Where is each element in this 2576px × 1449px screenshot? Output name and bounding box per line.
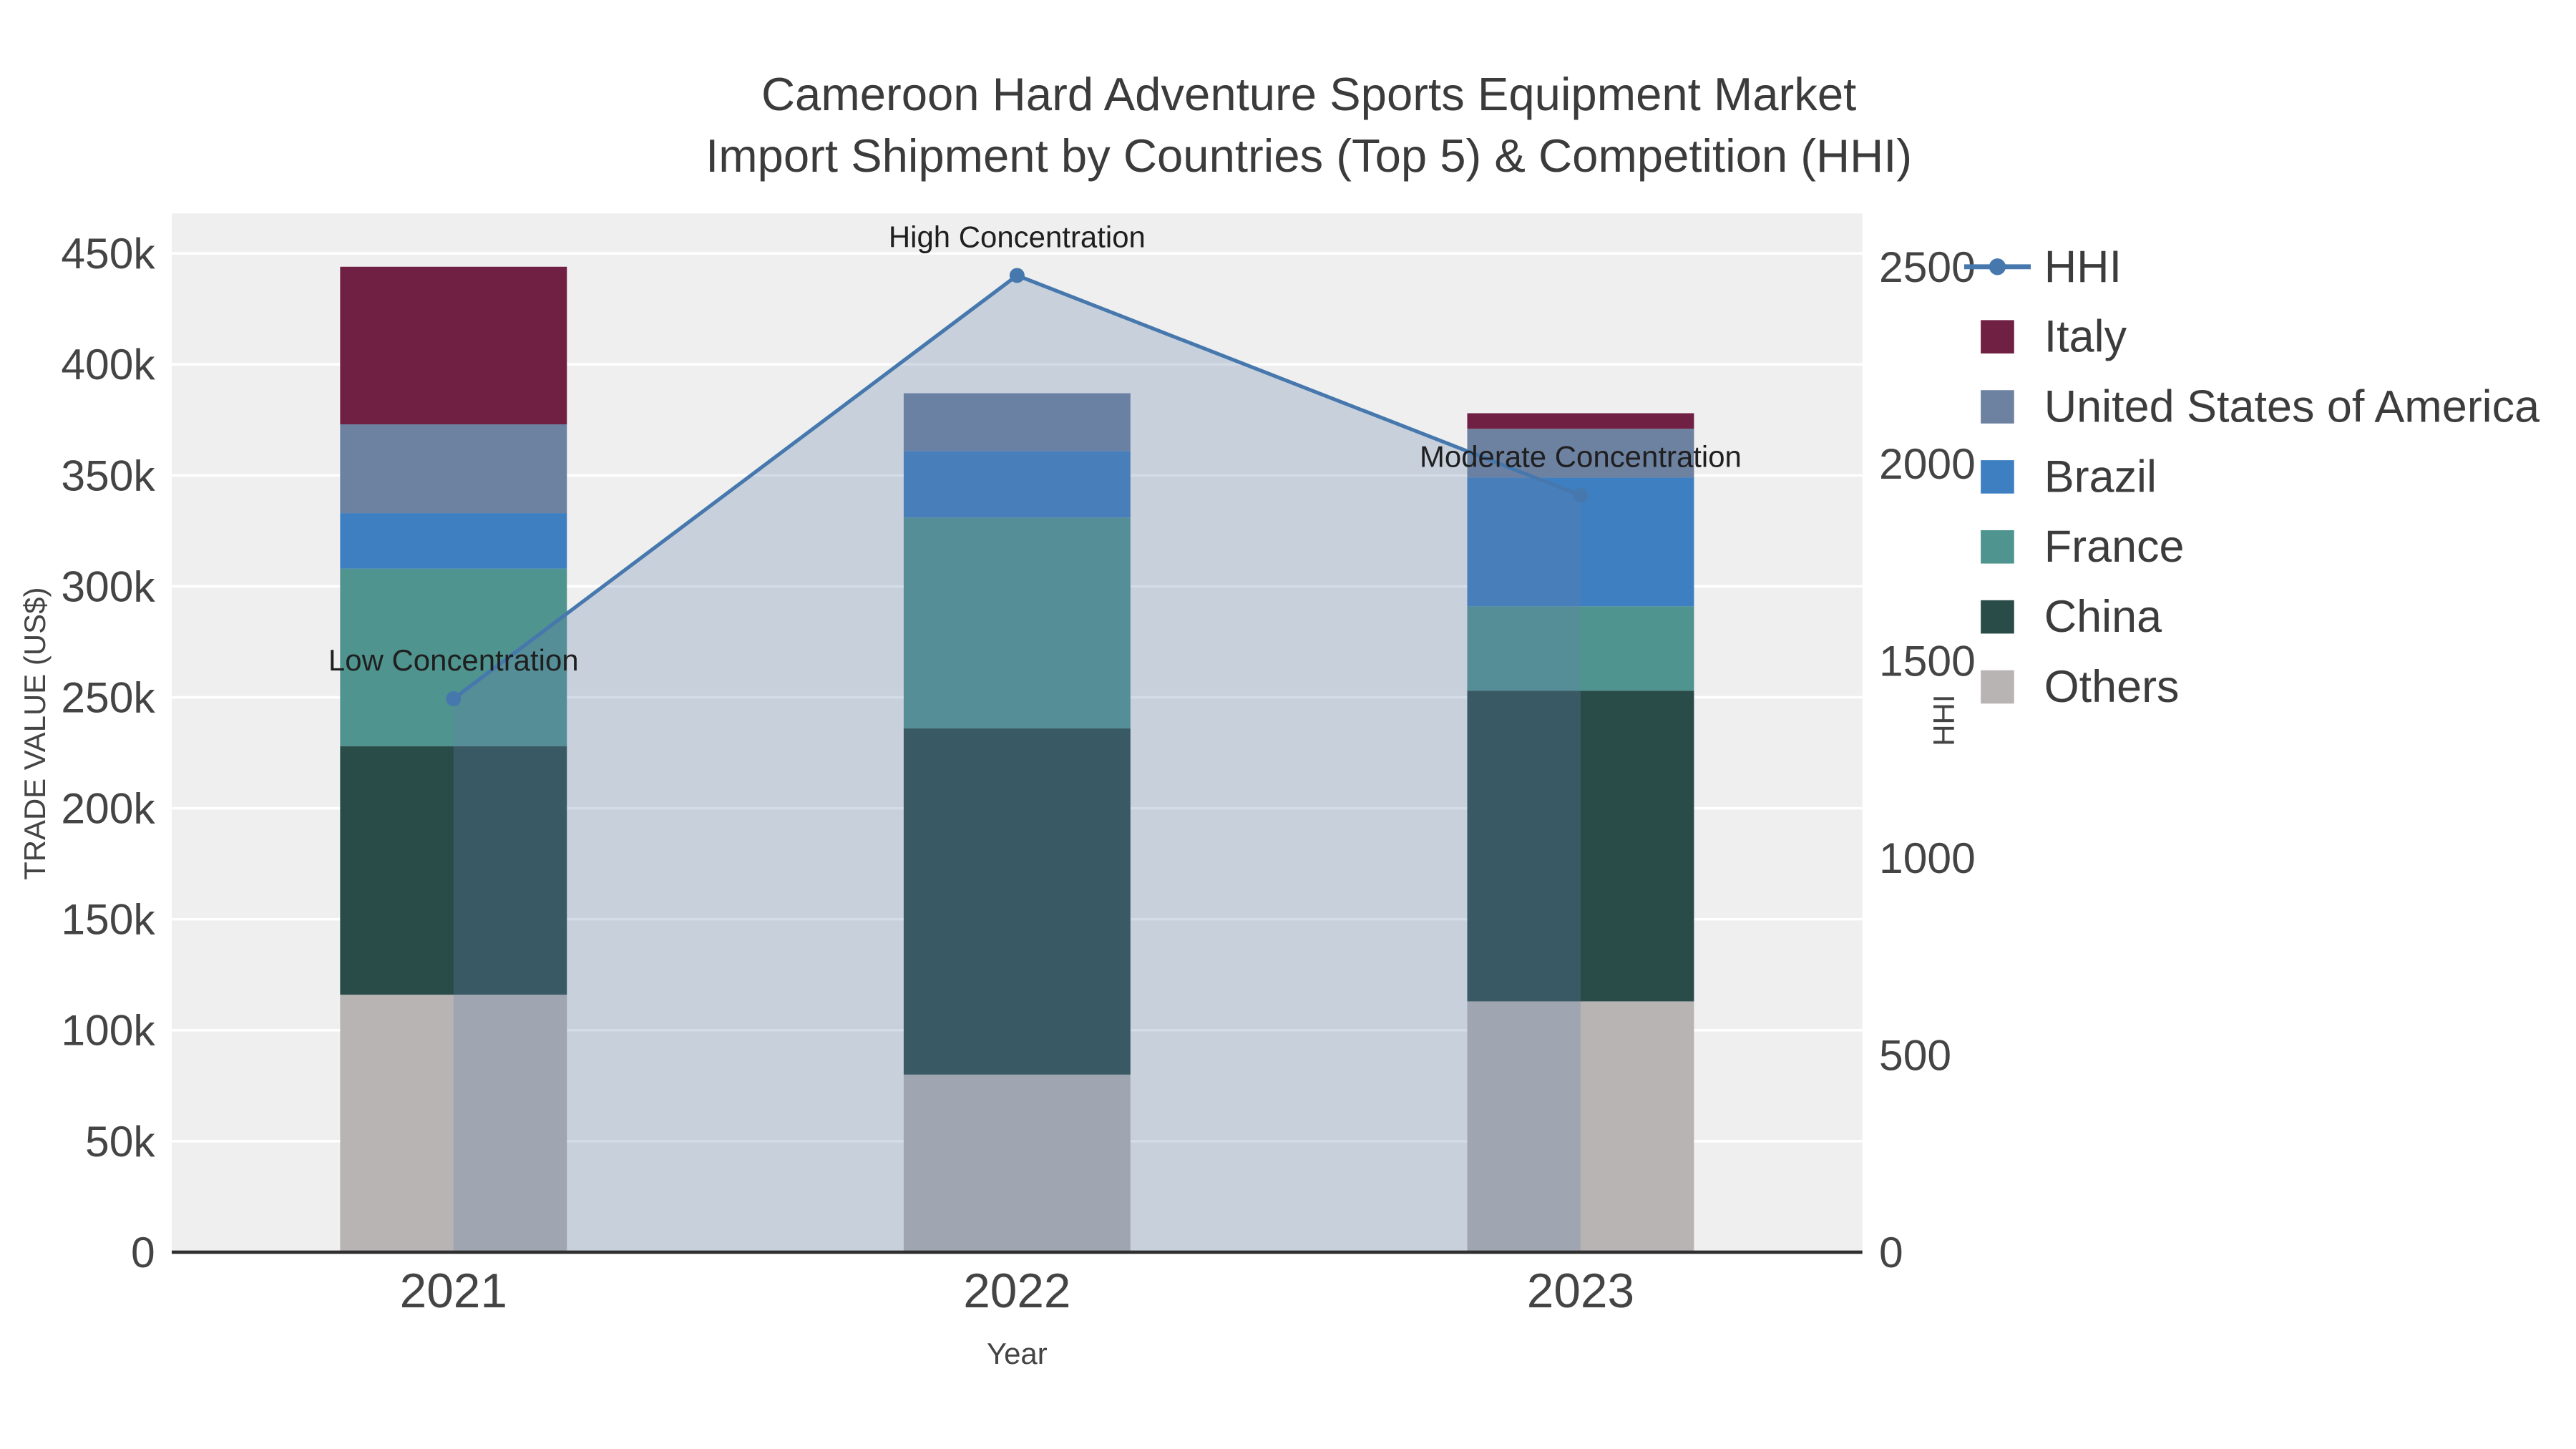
legend-item-china[interactable]: China xyxy=(1964,582,2540,652)
y-left-tick-label: 450k xyxy=(61,229,155,278)
y-left-axis-title: TRADE VALUE (US$) xyxy=(18,587,52,880)
legend-label: United States of America xyxy=(2044,381,2540,431)
hhi-marker-2021 xyxy=(446,691,462,707)
x-tick-label: 2022 xyxy=(963,1264,1070,1318)
y-left-tick-label: 350k xyxy=(61,451,155,499)
legend-item-france[interactable]: France xyxy=(1964,512,2540,582)
y-right-tick-label: 1500 xyxy=(1879,637,1976,686)
legend-color-swatch-icon xyxy=(1981,670,2014,704)
bar-segment-france-2023 xyxy=(1467,606,1694,691)
y-left-tick-label: 100k xyxy=(61,1006,155,1055)
bar-segment-brazil-2022 xyxy=(903,451,1131,518)
bar-segment-others-2022 xyxy=(903,1074,1131,1252)
legend-color-swatch-icon xyxy=(1981,320,2014,353)
legend-item-brazil[interactable]: Brazil xyxy=(1964,441,2540,512)
bar-segment-china-2022 xyxy=(903,728,1131,1075)
legend-line-swatch-icon xyxy=(1963,258,2031,275)
bar-segment-others-2023 xyxy=(1467,1001,1694,1252)
bar-segment-china-2023 xyxy=(1467,691,1694,1002)
legend-label: China xyxy=(2044,591,2162,641)
legend-color-swatch-icon xyxy=(1981,460,2014,494)
y-right-tick-label: 0 xyxy=(1879,1228,1903,1277)
legend-item-others[interactable]: Others xyxy=(1964,652,2540,722)
bar-segment-others-2021 xyxy=(340,995,567,1252)
y-left-tick-label: 200k xyxy=(61,784,155,833)
bar-segment-france-2021 xyxy=(340,568,567,746)
y-left-tick-label: 250k xyxy=(61,673,155,721)
bar-segment-china-2021 xyxy=(340,746,567,995)
y-left-tick-label: 0 xyxy=(131,1228,155,1277)
legend-label: HHI xyxy=(2044,240,2122,291)
legend-label: Italy xyxy=(2044,311,2127,361)
legend-color-swatch-icon xyxy=(1981,530,2014,564)
bar-segment-united-states-of-america-2022 xyxy=(903,393,1131,452)
y-right-tick-label: 1000 xyxy=(1879,834,1976,882)
bar-segment-italy-2023 xyxy=(1467,413,1694,429)
y-left-tick-label: 150k xyxy=(61,895,155,944)
legend-label: France xyxy=(2044,521,2185,572)
x-tick-label: 2023 xyxy=(1527,1264,1634,1318)
y-right-tick-label: 2500 xyxy=(1879,243,1976,291)
bar-segment-united-states-of-america-2021 xyxy=(340,424,567,514)
x-tick-label: 2021 xyxy=(400,1264,507,1318)
bar-segment-united-states-of-america-2023 xyxy=(1467,429,1694,478)
legend-color-swatch-icon xyxy=(1981,600,2014,634)
y-left-tick-label: 50k xyxy=(85,1117,155,1166)
annotation-low-concentration: Low Concentration xyxy=(328,643,579,677)
hhi-marker-2023 xyxy=(1573,487,1589,503)
hhi-area xyxy=(453,275,1581,1252)
y-right-axis-title: HHI xyxy=(1927,694,1961,746)
bar-segment-italy-2021 xyxy=(340,266,567,425)
legend: HHI Italy United States of America Brazil Fr… xyxy=(1963,232,2540,722)
y-right-tick-label: 2000 xyxy=(1879,439,1976,488)
legend-label: Brazil xyxy=(2044,451,2157,502)
bar-segment-france-2022 xyxy=(903,517,1131,728)
legend-item-united-states-of-america[interactable]: United States of America xyxy=(1964,372,2540,442)
legend-label: Others xyxy=(2044,660,2180,711)
annotation-moderate-concentration: Moderate Concentration xyxy=(1420,440,1742,474)
y-left-tick-label: 300k xyxy=(61,562,155,610)
y-right-tick-label: 500 xyxy=(1879,1030,1951,1079)
legend-color-swatch-icon xyxy=(1981,390,2014,424)
y-left-tick-label: 400k xyxy=(61,340,155,389)
annotation-high-concentration: High Concentration xyxy=(889,220,1146,253)
legend-item-hhi[interactable]: HHI xyxy=(1963,232,2540,302)
hhi-marker-2022 xyxy=(1009,268,1025,283)
legend-item-italy[interactable]: Italy xyxy=(1964,302,2540,372)
bar-segment-brazil-2021 xyxy=(340,513,567,569)
x-axis-title: Year xyxy=(987,1337,1048,1370)
